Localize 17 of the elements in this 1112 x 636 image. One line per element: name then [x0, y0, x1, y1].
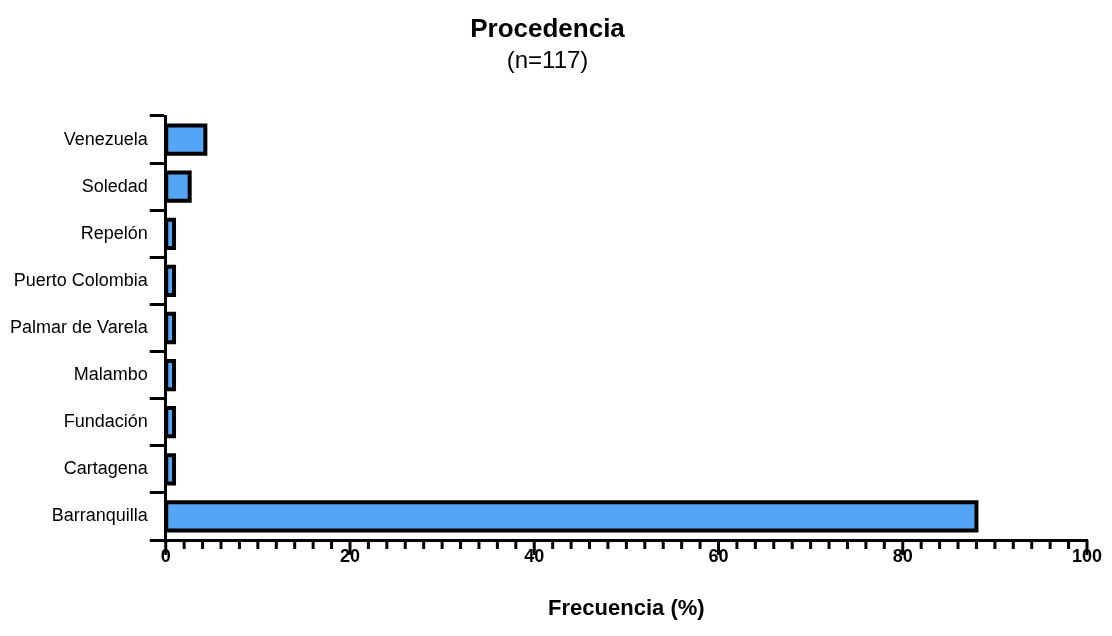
x-tick-label: 100: [1071, 545, 1103, 566]
y-tick-label: Malambo: [73, 364, 148, 385]
chart-subtitle: (n=117): [506, 46, 589, 74]
y-tick-label: Repelón: [80, 222, 148, 243]
x-tick-label: 20: [339, 545, 360, 566]
y-tick-label: Venezuela: [63, 128, 149, 149]
chart-title: Procedencia: [470, 12, 626, 43]
y-tick-label: Palmar de Varela: [10, 316, 149, 337]
y-tick-label: Puerto Colombia: [13, 269, 149, 290]
x-axis-title: Frecuencia (%): [548, 594, 705, 620]
y-tick-label: Soledad: [81, 175, 148, 196]
y-tick-label: Cartagena: [63, 458, 149, 479]
x-tick-label: 40: [524, 545, 545, 566]
x-tick-label: 80: [892, 545, 913, 566]
y-tick-label: Fundación: [63, 411, 148, 432]
x-tick-label: 60: [708, 545, 729, 566]
y-tick-label: Barranquilla: [51, 505, 149, 526]
